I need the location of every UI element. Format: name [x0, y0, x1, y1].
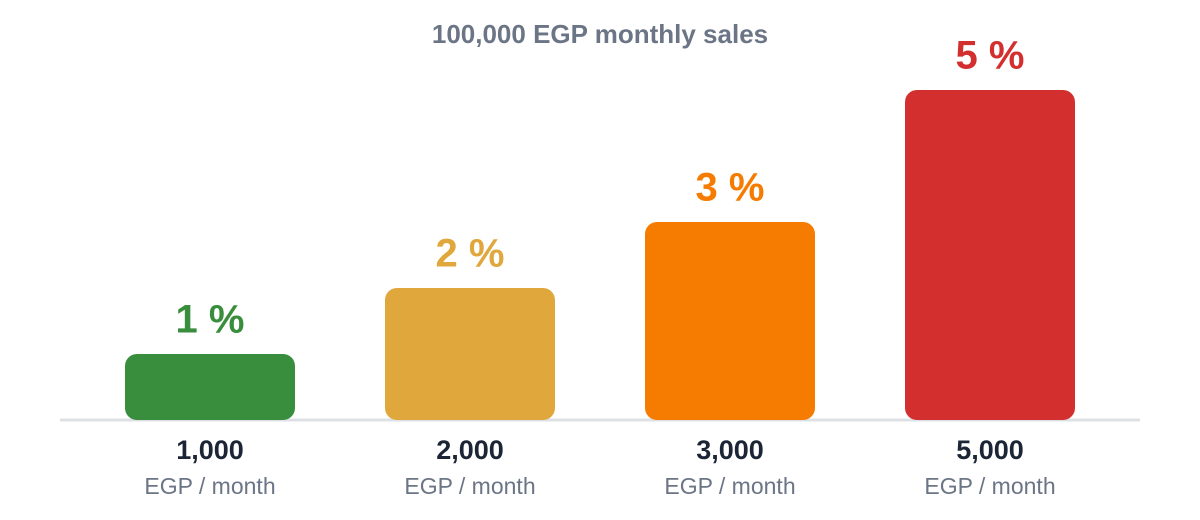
value-label: 3 % — [696, 166, 765, 210]
x-tick-unit: EGP / month — [664, 473, 795, 499]
x-tick-unit: EGP / month — [404, 473, 535, 499]
x-tick-label: 1,000 — [176, 435, 244, 465]
value-label: 5 % — [956, 34, 1025, 78]
value-label: 2 % — [436, 232, 505, 276]
bar — [645, 222, 815, 420]
chart-title: 100,000 EGP monthly sales — [432, 19, 768, 49]
bar — [905, 90, 1075, 420]
value-label: 1 % — [176, 298, 245, 342]
x-tick-label: 2,000 — [436, 435, 504, 465]
x-tick-label: 3,000 — [696, 435, 764, 465]
x-tick-unit: EGP / month — [144, 473, 275, 499]
bar — [385, 288, 555, 420]
x-tick-unit: EGP / month — [924, 473, 1055, 499]
x-tick-label: 5,000 — [956, 435, 1024, 465]
bar — [125, 354, 295, 420]
